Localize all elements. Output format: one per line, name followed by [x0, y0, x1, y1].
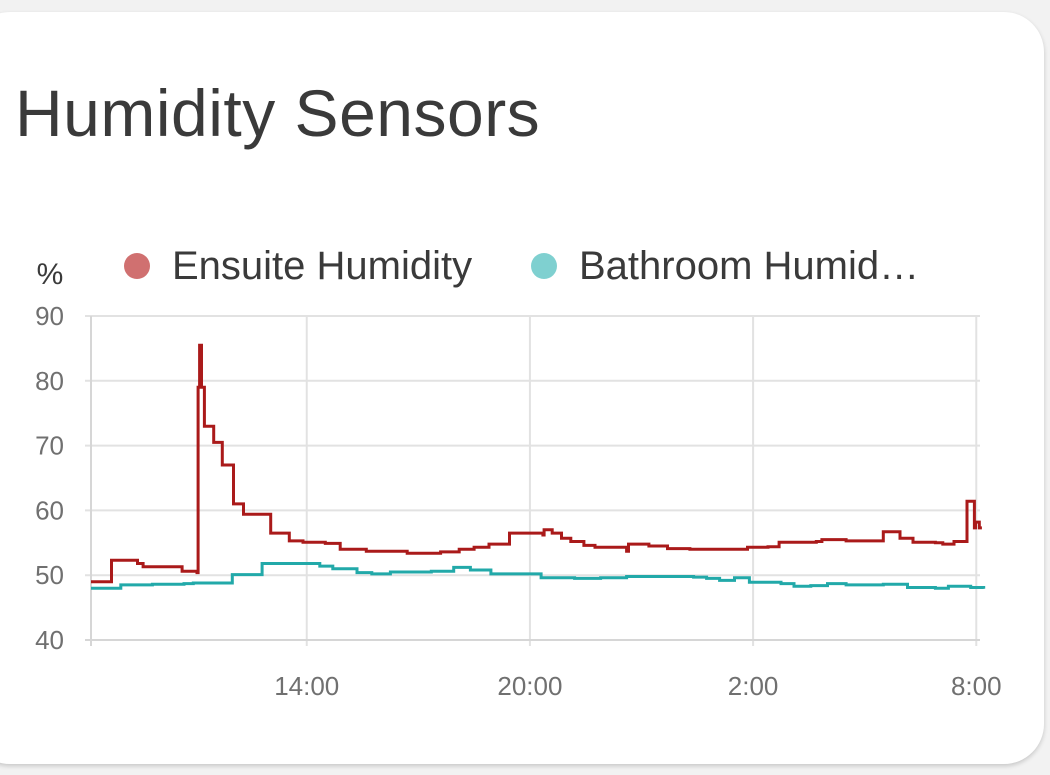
series-group: [91, 343, 986, 590]
legend-marker-1[interactable]: [531, 253, 557, 279]
series-line-1[interactable]: [91, 562, 986, 590]
legend-marker-0[interactable]: [124, 253, 150, 279]
legend-label-0[interactable]: Ensuite Humidity: [172, 244, 472, 288]
legend-label-1[interactable]: Bathroom Humid…: [579, 244, 919, 288]
y-axis-unit: %: [37, 258, 64, 291]
legend[interactable]: % Ensuite Humidity Bathroom Humid…: [37, 244, 919, 291]
y-tick-label: 80: [35, 366, 64, 396]
y-tick-label: 90: [35, 301, 64, 331]
x-tick-label: 14:00: [274, 671, 339, 701]
chart-card: [0, 12, 1044, 764]
x-tick-label: 20:00: [497, 671, 562, 701]
y-tick-label: 60: [35, 495, 64, 525]
x-tick-label: 2:00: [728, 671, 779, 701]
grid: [85, 315, 980, 646]
y-tick-label: 40: [35, 625, 64, 655]
x-tick-label: 8:00: [951, 671, 1002, 701]
series-line-0[interactable]: [91, 343, 982, 584]
axes: 40 50 60 70 80 90 14:00 20:00 2:00 8:00: [35, 301, 1002, 701]
y-tick-label: 70: [35, 431, 64, 461]
card-title: Humidity Sensors: [15, 76, 541, 150]
y-tick-label: 50: [35, 560, 64, 590]
